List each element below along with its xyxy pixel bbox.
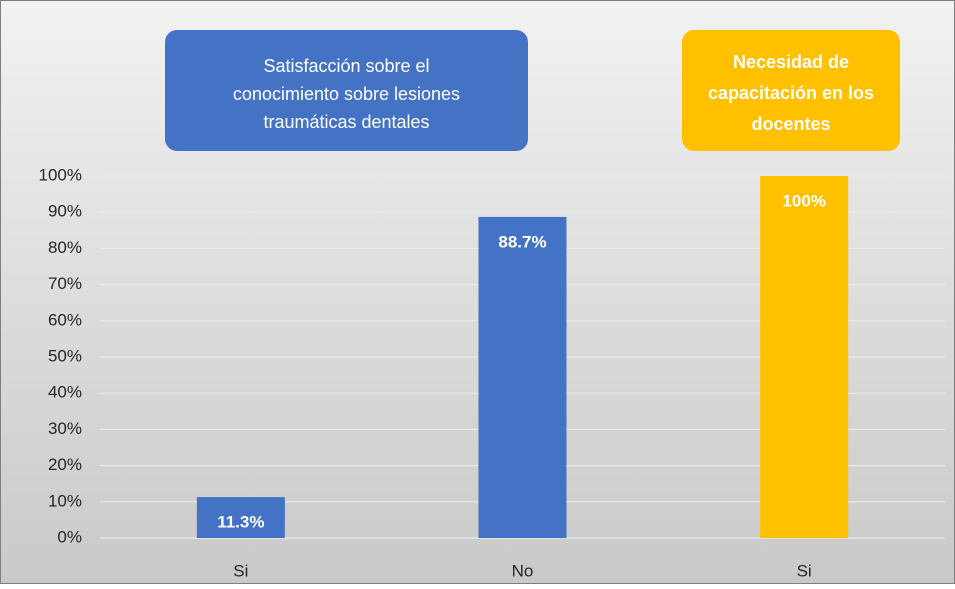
y-tick-label: 10% xyxy=(48,491,82,510)
value-label: 100% xyxy=(782,191,825,210)
x-tick-label: Si xyxy=(233,561,248,580)
bar xyxy=(760,176,849,538)
y-tick-label: 90% xyxy=(48,202,82,221)
y-tick-label: 40% xyxy=(48,383,82,402)
y-tick-label: 80% xyxy=(48,238,82,257)
annotation-text: traumáticas dentales xyxy=(263,112,429,132)
y-tick-label: 20% xyxy=(48,455,82,474)
x-tick-label: No xyxy=(512,561,534,580)
annotation-text: Satisfacción sobre el xyxy=(263,56,429,76)
y-tick-label: 70% xyxy=(48,274,82,293)
value-label: 88.7% xyxy=(498,232,546,251)
y-tick-label: 50% xyxy=(48,346,82,365)
annotation-text: capacitación en los xyxy=(708,83,874,103)
bar xyxy=(196,497,285,538)
value-label: 11.3% xyxy=(217,513,264,532)
annotation-text: conocimiento sobre lesiones xyxy=(233,84,460,104)
annotation-text: docentes xyxy=(751,114,830,134)
y-tick-label: 30% xyxy=(48,419,82,438)
y-tick-label: 100% xyxy=(39,165,82,184)
y-tick-label: 60% xyxy=(48,310,82,329)
annotation-text: Necesidad de xyxy=(733,52,849,72)
bar xyxy=(478,216,567,538)
x-tick-label: Si xyxy=(797,561,812,580)
y-tick-label: 0% xyxy=(57,527,82,546)
annotation-box xyxy=(682,30,900,151)
annotation-box xyxy=(165,30,528,151)
